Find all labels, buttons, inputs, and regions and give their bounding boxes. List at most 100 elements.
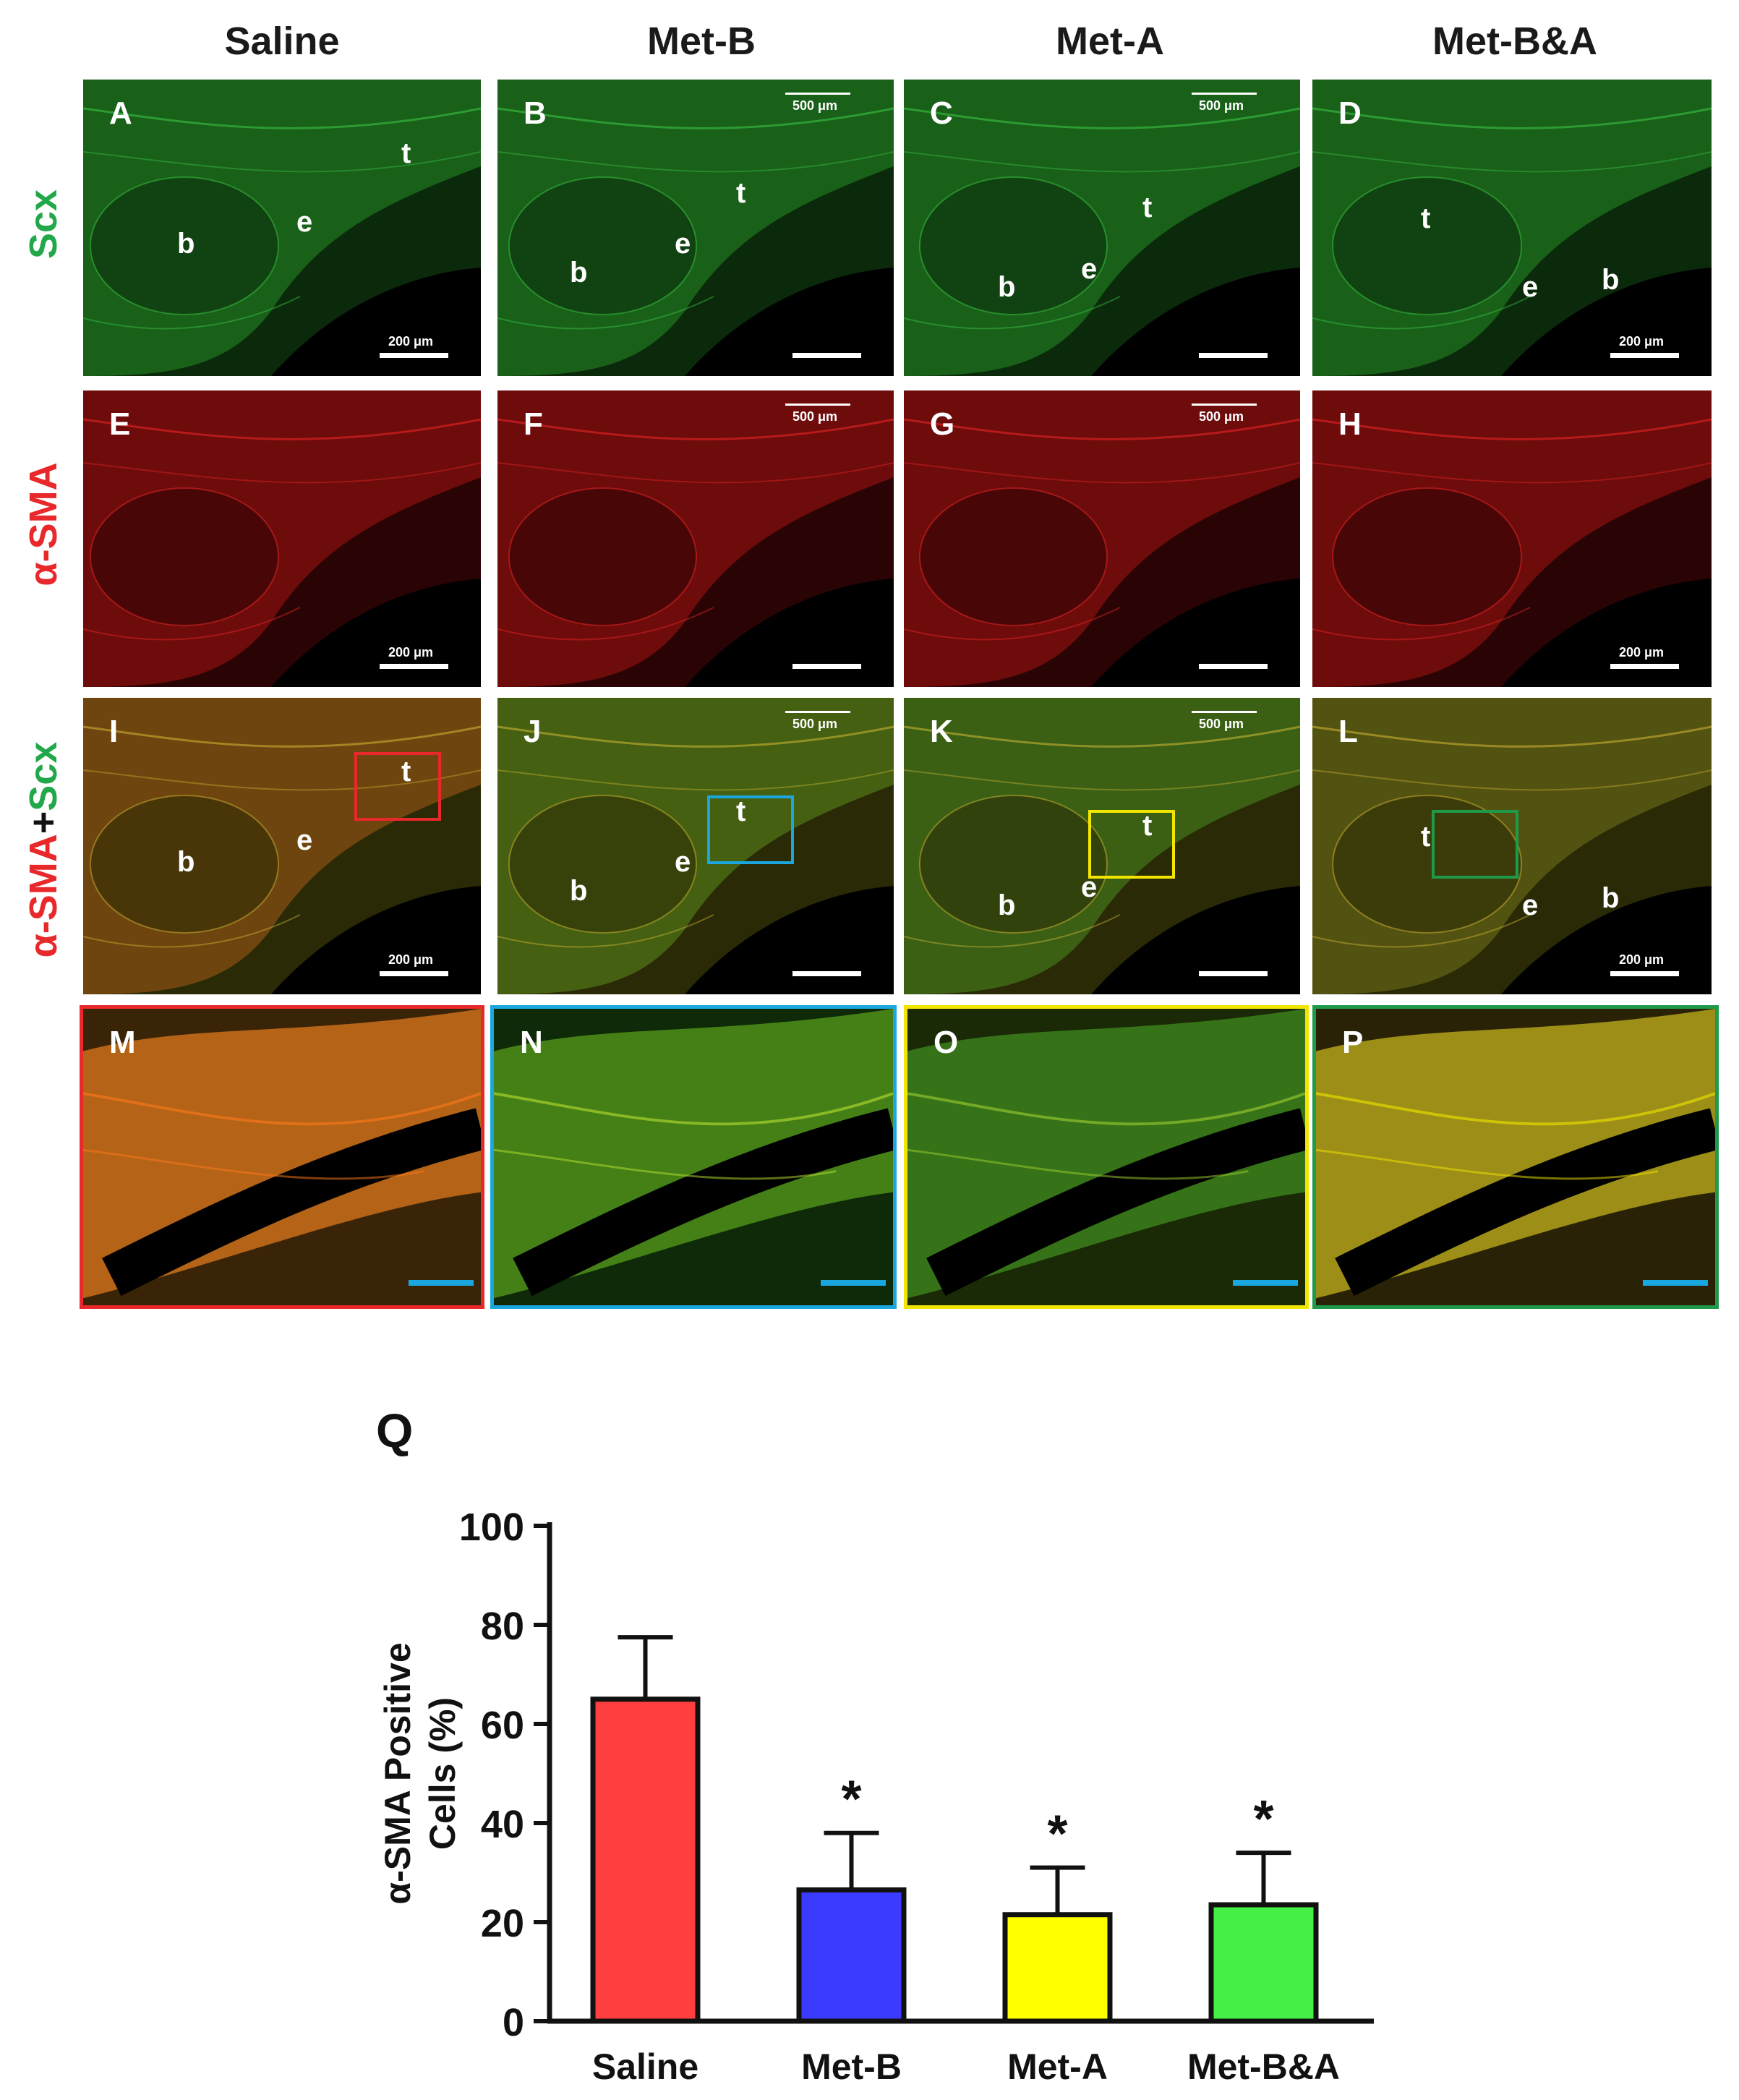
tissue-label-tendon: t — [1421, 202, 1431, 234]
tissue-label-enthesis: e — [1522, 271, 1539, 303]
row-header-merge-red: α-SMA — [22, 834, 65, 958]
scale-bar-top-label: 500 μm — [792, 409, 838, 424]
scale-bar — [792, 353, 861, 358]
scale-bar — [1199, 971, 1268, 976]
bar — [1002, 1912, 1113, 2024]
tissue-label-bone: b — [177, 228, 195, 260]
row-header-merge: α-SMA+Scx — [22, 683, 65, 1016]
tissue-label-tendon: t — [1421, 821, 1431, 853]
x-tick-label: Met-B&A — [1187, 2046, 1340, 2087]
scale-bar — [1610, 971, 1679, 976]
scale-bar — [380, 353, 448, 358]
x-tick-label: Met-A — [1007, 2046, 1108, 2087]
tissue-label-tendon: t — [1142, 810, 1153, 842]
micrograph-panel: F 500 μm — [497, 390, 894, 687]
scale-bar — [1233, 1280, 1298, 1286]
panel-letter: N — [520, 1025, 543, 1060]
scale-bar-top — [1192, 93, 1257, 95]
tissue-label-enthesis: e — [675, 228, 691, 260]
tissue-label-tendon: t — [401, 756, 411, 788]
tissue-label-bone: b — [1602, 882, 1620, 914]
scale-bar-label: 200 μm — [1619, 334, 1665, 349]
tissue-label-enthesis: e — [296, 824, 313, 856]
tissue-label-tendon: t — [1142, 192, 1153, 223]
scale-bar-top-label: 500 μm — [1199, 98, 1244, 113]
scale-bar-top-label: 500 μm — [792, 98, 838, 113]
tissue-label-bone: b — [177, 846, 195, 878]
scale-bar-label: 200 μm — [1619, 952, 1665, 967]
zoom-panel: O — [904, 1005, 1309, 1309]
tissue-label-bone: b — [1602, 264, 1620, 296]
scale-bar — [1199, 353, 1268, 358]
scale-bar-top-label: 500 μm — [792, 717, 838, 731]
roi-box — [707, 795, 794, 864]
scale-bar-label: 200 μm — [1619, 645, 1665, 660]
scale-bar-top — [785, 711, 850, 713]
bar — [1208, 1902, 1319, 2024]
scale-bar-label: 200 μm — [388, 952, 434, 967]
zoom-panel: N — [490, 1005, 897, 1309]
y-tick-label: 60 — [481, 1704, 524, 1747]
scale-bar-top — [785, 93, 850, 95]
significance-marker: * — [1253, 1790, 1273, 1848]
scale-bar-top — [1192, 404, 1257, 406]
tissue-label-bone: b — [570, 875, 588, 907]
x-tick-label: Saline — [592, 2046, 698, 2087]
micrograph-panel: E 200 μm — [83, 390, 481, 687]
micrograph-panel: G 500 μm — [904, 390, 1300, 687]
panel-letter: G — [930, 406, 955, 442]
scale-bar — [1610, 353, 1679, 358]
panel-letter: F — [524, 406, 543, 442]
scale-bar-label: 200 μm — [388, 645, 434, 660]
panel-letter: C — [930, 95, 953, 131]
row-header-scx: Scx — [22, 189, 65, 260]
scale-bar — [1199, 664, 1268, 669]
tissue-label-enthesis: e — [1081, 871, 1098, 903]
panel-letter: E — [109, 406, 131, 442]
y-axis-label-line: α-SMA Positive — [377, 1642, 418, 1904]
significance-marker: * — [841, 1771, 861, 1829]
tissue-label-enthesis: e — [675, 846, 691, 878]
column-header-met-a: Met-A — [1056, 20, 1164, 63]
tissue-label-tendon: t — [401, 137, 411, 169]
scale-bar — [409, 1280, 474, 1286]
tissue-label-tendon: t — [736, 177, 746, 209]
y-axis-label: α-SMA Positive Cells (%) — [377, 1642, 463, 1904]
tissue-label-enthesis: e — [1081, 253, 1098, 285]
tissue-label-tendon: t — [736, 795, 746, 827]
scale-bar — [792, 664, 861, 669]
panel-letter: L — [1338, 714, 1358, 749]
panel-letter: B — [524, 95, 547, 131]
column-header-saline: Saline — [224, 20, 340, 63]
zoom-panel: P — [1312, 1005, 1719, 1309]
panel-letter: H — [1338, 406, 1362, 442]
y-tick-label: 100 — [459, 1506, 524, 1549]
y-tick-label: 20 — [481, 1902, 524, 1945]
scale-bar — [821, 1280, 886, 1286]
scale-bar-label: 200 μm — [388, 334, 434, 349]
y-tick-label: 40 — [481, 1803, 524, 1846]
tissue-label-enthesis: e — [1522, 889, 1539, 921]
bar-chart: 0 20 40 60 80 100 α-SMA Positive Cells (%) Salin… — [377, 1506, 1374, 2087]
tissue-label-bone: b — [998, 271, 1016, 303]
x-tick-label: Met-B — [801, 2046, 902, 2087]
scale-bar — [792, 971, 861, 976]
scale-bar — [380, 664, 448, 669]
y-axis-label-line: Cells (%) — [422, 1697, 463, 1850]
panel-letter: K — [930, 714, 953, 749]
panel-letter: O — [933, 1025, 959, 1060]
y-tick-label: 80 — [481, 1605, 524, 1648]
scale-bar-top — [1192, 711, 1257, 713]
panel-letter: J — [524, 714, 542, 749]
tissue-label-enthesis: e — [296, 206, 313, 238]
column-header-met-ba: Met-B&A — [1432, 20, 1597, 63]
row-header-asma: α-SMA — [22, 462, 65, 586]
y-tick-label: 0 — [503, 2001, 524, 2044]
significance-marker: * — [1047, 1806, 1067, 1864]
roi-box — [354, 752, 441, 821]
